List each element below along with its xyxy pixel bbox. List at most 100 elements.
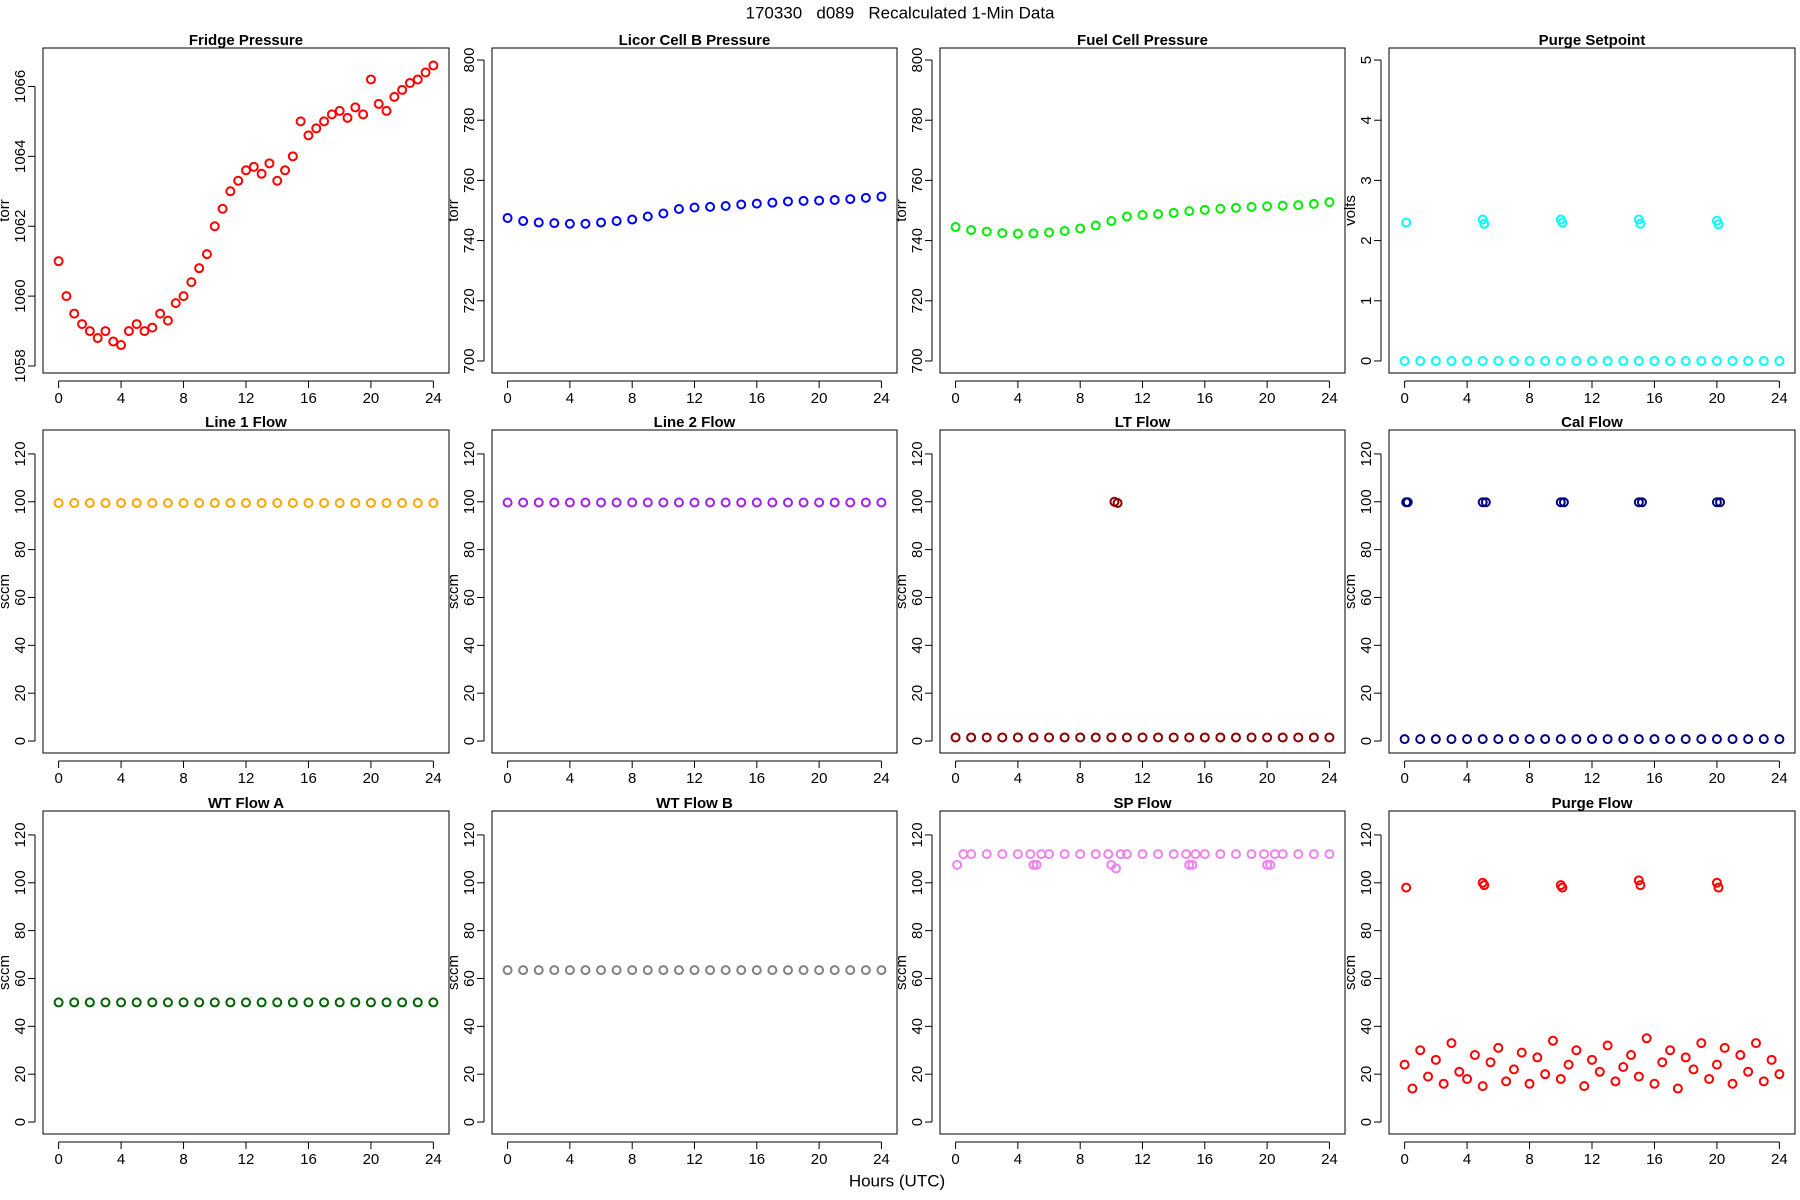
point	[186, 277, 197, 288]
point	[533, 497, 544, 508]
point	[1469, 1050, 1480, 1061]
x-tick-label: 0	[951, 1151, 959, 1168]
point	[1415, 734, 1426, 745]
x-tick-label: 24	[425, 390, 442, 407]
point	[342, 112, 353, 123]
point	[736, 199, 747, 210]
point	[155, 308, 166, 319]
y-tick-label: 1062	[12, 210, 29, 243]
point	[1719, 1042, 1730, 1053]
point	[1262, 732, 1273, 743]
point	[1399, 1059, 1410, 1070]
x-tick-label: 12	[238, 390, 255, 407]
x-tick-label: 20	[1709, 770, 1726, 787]
point	[689, 202, 700, 213]
point	[1259, 849, 1269, 860]
point	[1758, 355, 1769, 366]
x-tick-label: 16	[1196, 1151, 1213, 1168]
y-tick-label: 0	[461, 1118, 478, 1126]
point	[1501, 1076, 1512, 1087]
x-tick-label: 8	[628, 770, 636, 787]
point	[1199, 732, 1210, 743]
y-tick-label: 40	[12, 637, 29, 654]
x-tick-label: 20	[1709, 390, 1726, 407]
point	[1324, 197, 1335, 208]
x-tick-label: 0	[503, 770, 511, 787]
y-tick-label: 100	[12, 870, 29, 895]
point	[627, 214, 638, 225]
y-axis-label: sccm	[0, 574, 13, 609]
point	[658, 965, 669, 976]
y-tick-label: 0	[909, 737, 926, 745]
y-tick-label: 0	[1358, 357, 1375, 365]
point	[264, 158, 275, 169]
x-tick-label: 16	[300, 1151, 317, 1168]
x-tick-label: 4	[566, 770, 574, 787]
point	[365, 497, 376, 508]
point	[814, 195, 825, 206]
x-tick-label: 8	[1525, 390, 1533, 407]
point	[84, 997, 95, 1008]
y-tick-label: 1064	[12, 140, 29, 173]
point	[1633, 1071, 1644, 1082]
point	[241, 497, 251, 508]
point	[420, 67, 431, 78]
point	[689, 965, 700, 976]
point	[1758, 734, 1769, 745]
y-tick-label: 80	[909, 922, 926, 939]
point	[1571, 734, 1582, 745]
x-tick-label: 16	[1196, 770, 1213, 787]
panel-title: Cal Flow	[1561, 414, 1623, 431]
y-axis-label: volts	[1342, 195, 1359, 226]
point	[952, 859, 963, 870]
x-tick-label: 0	[54, 770, 62, 787]
point	[673, 965, 684, 976]
point	[1524, 355, 1535, 366]
point	[1044, 227, 1055, 238]
point	[736, 497, 747, 508]
y-tick-label: 20	[461, 685, 478, 702]
x-tick-label: 12	[1584, 770, 1601, 787]
x-tick-label: 0	[503, 1151, 511, 1168]
x-tick-label: 24	[1321, 390, 1338, 407]
point	[1735, 1050, 1746, 1061]
point	[1401, 882, 1412, 893]
point	[876, 191, 887, 202]
x-tick-label: 4	[566, 1151, 574, 1168]
point	[1215, 732, 1226, 743]
point	[1672, 1083, 1683, 1094]
point	[751, 497, 762, 508]
point	[1713, 219, 1724, 230]
point	[123, 326, 134, 337]
point	[829, 194, 840, 205]
point	[350, 497, 361, 508]
point	[1230, 732, 1241, 743]
point	[1012, 228, 1023, 239]
x-tick-label: 20	[1709, 1151, 1726, 1168]
y-tick-label: 60	[12, 970, 29, 987]
x-tick-label: 12	[1584, 1151, 1601, 1168]
point	[1493, 355, 1504, 366]
y-tick-label: 800	[909, 48, 926, 73]
point	[1277, 849, 1288, 860]
point	[1633, 355, 1644, 366]
point	[1028, 228, 1039, 239]
point	[1479, 218, 1490, 229]
y-tick-label: 100	[1358, 489, 1375, 514]
point	[131, 497, 142, 508]
point	[147, 322, 158, 333]
point	[1199, 204, 1210, 215]
point	[1090, 220, 1101, 231]
point	[428, 997, 439, 1008]
point	[1324, 849, 1335, 860]
panel-title: Fridge Pressure	[189, 32, 303, 49]
point	[518, 216, 529, 227]
point	[1308, 849, 1319, 860]
point	[611, 497, 622, 508]
x-tick-label: 8	[1076, 390, 1084, 407]
point	[389, 91, 400, 102]
point	[1480, 497, 1491, 508]
point	[256, 168, 267, 179]
point	[1423, 1071, 1434, 1082]
point	[1103, 849, 1114, 860]
